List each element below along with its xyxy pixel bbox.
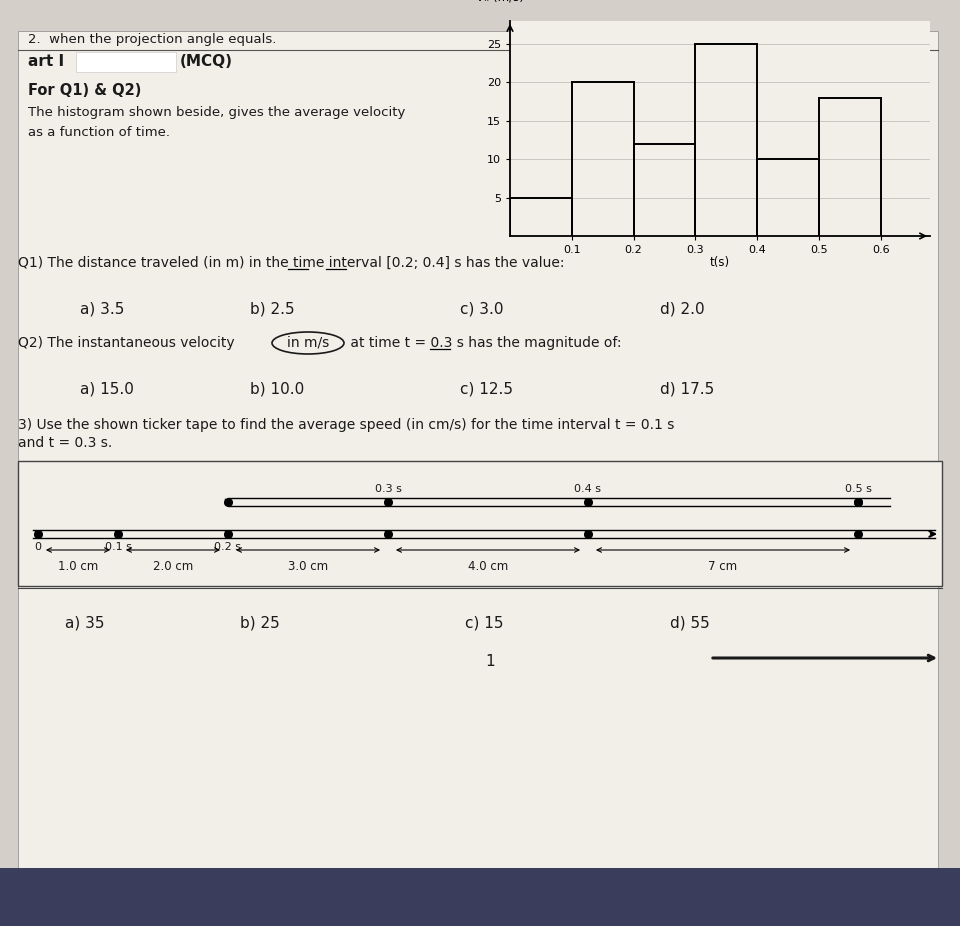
Text: 0.2 s: 0.2 s — [214, 542, 242, 552]
Text: For Q1) & Q2): For Q1) & Q2) — [28, 83, 141, 98]
Text: The histogram shown beside, gives the average velocity: The histogram shown beside, gives the av… — [28, 106, 405, 119]
Text: b) 10.0: b) 10.0 — [250, 381, 304, 396]
Text: 3.0 cm: 3.0 cm — [288, 560, 328, 573]
Text: b) 2.5: b) 2.5 — [250, 301, 295, 316]
Text: (MCQ): (MCQ) — [180, 54, 233, 69]
Text: in m/s: in m/s — [287, 336, 329, 350]
Text: Q1) The distance traveled (in m) in the time interval [0.2; 0.4] s has the value: Q1) The distance traveled (in m) in the … — [18, 256, 564, 270]
Text: 0.1 s: 0.1 s — [105, 542, 132, 552]
Text: d) 17.5: d) 17.5 — [660, 381, 714, 396]
X-axis label: t(s): t(s) — [710, 257, 730, 269]
Text: and t = 0.3 s.: and t = 0.3 s. — [18, 436, 112, 450]
Text: Q2) The instantaneous velocity: Q2) The instantaneous velocity — [18, 336, 239, 350]
Text: 7 cm: 7 cm — [708, 560, 737, 573]
Text: 0.3 s: 0.3 s — [374, 484, 401, 494]
Text: a) 15.0: a) 15.0 — [80, 381, 133, 396]
Text: d) 2.0: d) 2.0 — [660, 301, 705, 316]
Text: 1: 1 — [485, 654, 494, 669]
Text: a) 35: a) 35 — [65, 616, 105, 631]
Text: Vₓ (m/s): Vₓ (m/s) — [476, 0, 524, 4]
Text: 2.  when the projection angle equals.: 2. when the projection angle equals. — [28, 33, 276, 46]
Text: c) 12.5: c) 12.5 — [460, 381, 513, 396]
Text: as a function of time.: as a function of time. — [28, 126, 170, 139]
Text: 0.4 s: 0.4 s — [574, 484, 602, 494]
Bar — [18, 461, 942, 586]
Text: c) 3.0: c) 3.0 — [460, 301, 503, 316]
Text: 1.0 cm: 1.0 cm — [58, 560, 98, 573]
Text: 3) Use the shown ticker tape to find the average speed (in cm/s) for the time in: 3) Use the shown ticker tape to find the… — [18, 418, 674, 432]
Text: a) 3.5: a) 3.5 — [80, 301, 125, 316]
Text: c) 15: c) 15 — [465, 616, 503, 631]
Bar — [0, 868, 960, 926]
Text: b) 25: b) 25 — [240, 616, 279, 631]
Text: d) 55: d) 55 — [670, 616, 709, 631]
Text: art I: art I — [28, 54, 64, 69]
Text: 2.0 cm: 2.0 cm — [153, 560, 193, 573]
Text: at time t = 0.3 s has the magnitude of:: at time t = 0.3 s has the magnitude of: — [346, 336, 621, 350]
Text: 4.0 cm: 4.0 cm — [468, 560, 508, 573]
Bar — [76, 52, 176, 72]
Text: 0.5 s: 0.5 s — [845, 484, 872, 494]
Text: 0: 0 — [35, 542, 41, 552]
